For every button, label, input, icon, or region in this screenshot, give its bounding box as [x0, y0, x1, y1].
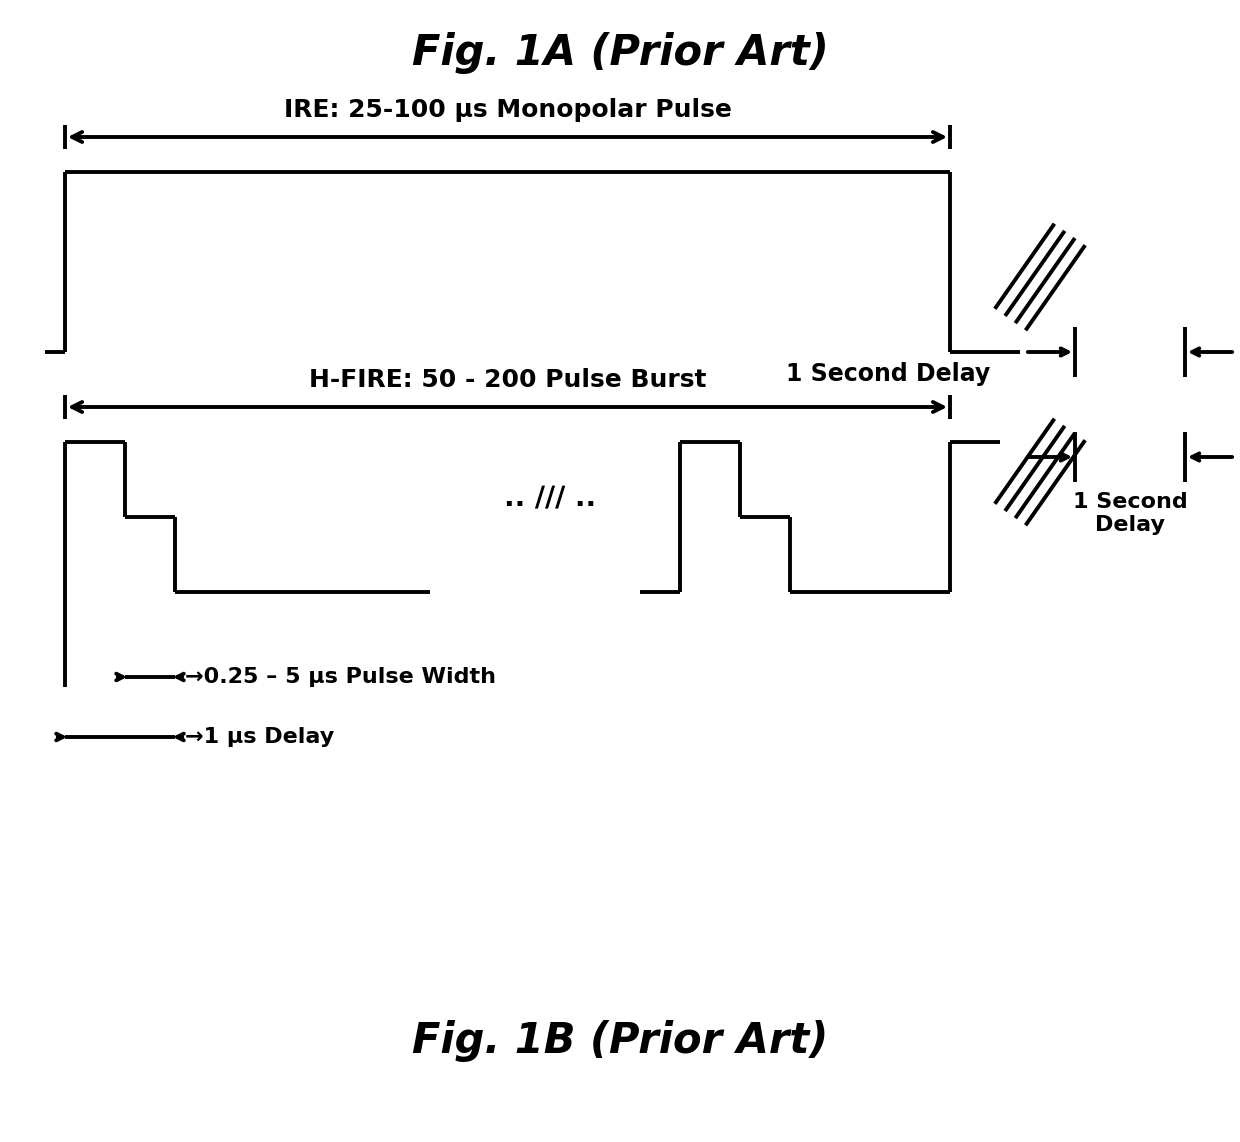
- Text: 1 Second Delay: 1 Second Delay: [786, 362, 990, 386]
- Text: H-FIRE: 50 - 200 Pulse Burst: H-FIRE: 50 - 200 Pulse Burst: [309, 368, 707, 392]
- Text: Fig. 1B (Prior Art): Fig. 1B (Prior Art): [412, 1020, 828, 1062]
- Text: →1 μs Delay: →1 μs Delay: [185, 727, 335, 747]
- Text: →0.25 – 5 μs Pulse Width: →0.25 – 5 μs Pulse Width: [185, 667, 496, 687]
- Text: IRE: 25-100 μs Monopolar Pulse: IRE: 25-100 μs Monopolar Pulse: [284, 98, 732, 122]
- Text: .. ∕∕∕ ..: .. ∕∕∕ ..: [503, 484, 596, 512]
- Text: Fig. 1A (Prior Art): Fig. 1A (Prior Art): [412, 32, 828, 74]
- Text: 1 Second
Delay: 1 Second Delay: [1073, 492, 1188, 536]
